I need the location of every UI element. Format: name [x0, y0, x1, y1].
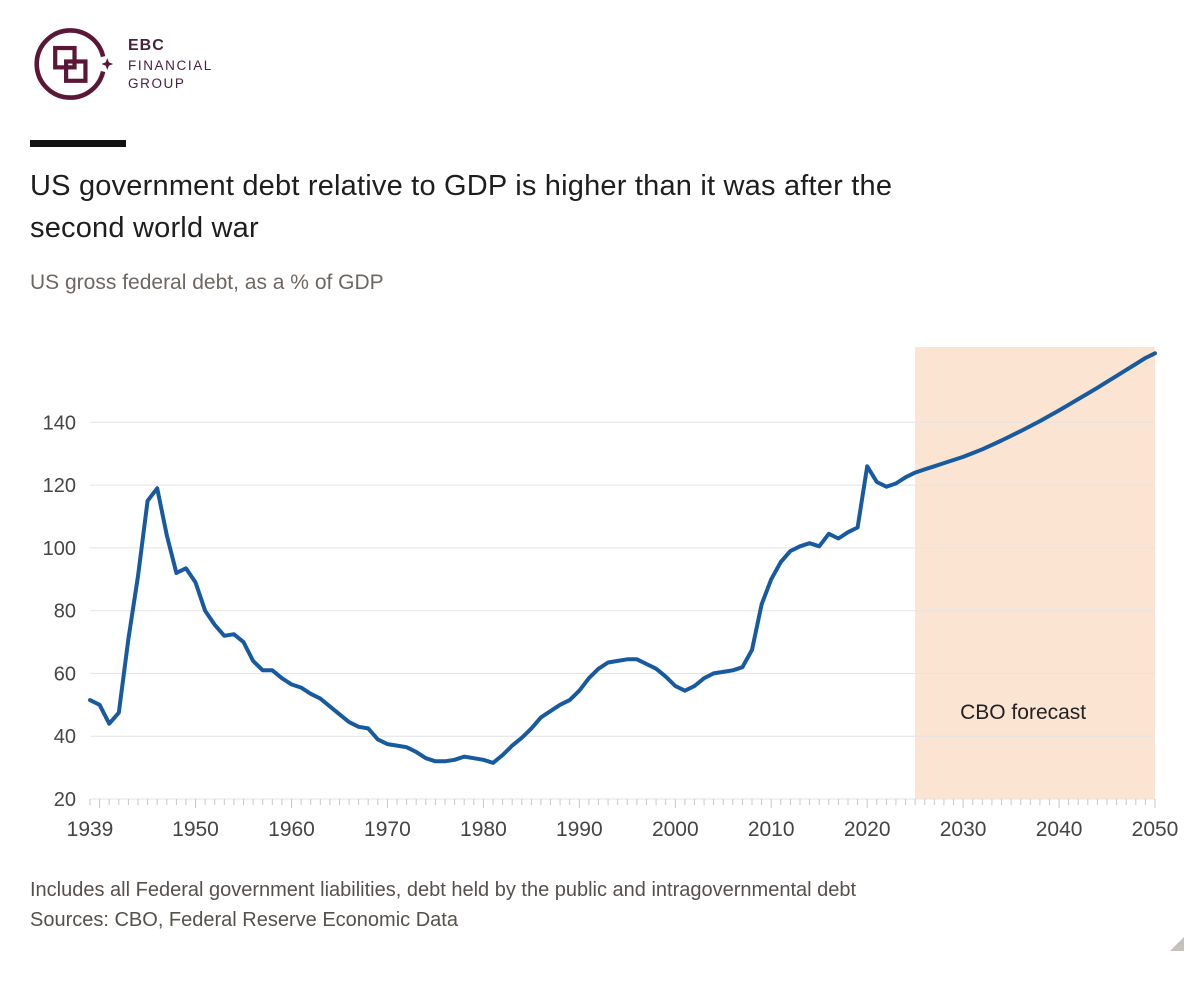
x-tick-label: 2050: [1132, 818, 1179, 841]
y-tick-label: 20: [54, 789, 76, 811]
x-tick-label: 1950: [172, 818, 219, 841]
forecast-label: CBO forecast: [960, 701, 1086, 724]
title-accent-bar: [30, 140, 126, 147]
brand-wordmark: EBC FINANCIAL GROUP: [128, 37, 213, 91]
x-tick-label: 1990: [556, 818, 603, 841]
x-tick-label: 1970: [364, 818, 411, 841]
y-tick-label: 40: [54, 726, 76, 748]
debt-gdp-line: [88, 351, 1157, 765]
x-tick-label: 2010: [748, 818, 795, 841]
debt-gdp-line-chart: 20 40 60 80 100 120 140 1939 1950 1960 1970 1980 199…: [30, 331, 1180, 851]
x-tick-label: 2020: [844, 818, 891, 841]
y-tick-label: 60: [54, 663, 76, 685]
y-tick-label: 80: [54, 601, 76, 623]
brand-line-group: GROUP: [128, 76, 186, 91]
x-tick-label: 1960: [268, 818, 315, 841]
x-tick-label: 2000: [652, 818, 699, 841]
y-tick-label: 120: [43, 475, 76, 497]
x-tick-label: 2030: [940, 818, 987, 841]
sources-note: Sources: CBO, Federal Reserve Economic D…: [30, 909, 458, 931]
y-tick-label: 100: [43, 538, 76, 560]
x-tick-label: 1939: [67, 818, 114, 841]
chart-title-line2: second world war: [30, 212, 259, 244]
x-tick-label: 2040: [1036, 818, 1083, 841]
brand-line-financial: FINANCIAL: [128, 58, 213, 73]
chart-title-line1: US government debt relative to GDP is hi…: [30, 170, 893, 202]
x-tick-label: 1980: [460, 818, 507, 841]
ebc-logo-icon: [34, 28, 114, 100]
chart-subtitle: US gross federal debt, as a % of GDP: [30, 271, 384, 294]
resize-handle-icon[interactable]: [1170, 937, 1184, 951]
brand-abbr: EBC: [128, 37, 165, 54]
forecast-band: [915, 347, 1155, 799]
brand-header: EBC FINANCIAL GROUP: [0, 0, 1200, 106]
y-tick-label: 140: [43, 412, 76, 434]
chart-title: US government debt relative to GDP is hi…: [30, 165, 1170, 249]
footnote: Includes all Federal government liabilit…: [30, 879, 857, 901]
